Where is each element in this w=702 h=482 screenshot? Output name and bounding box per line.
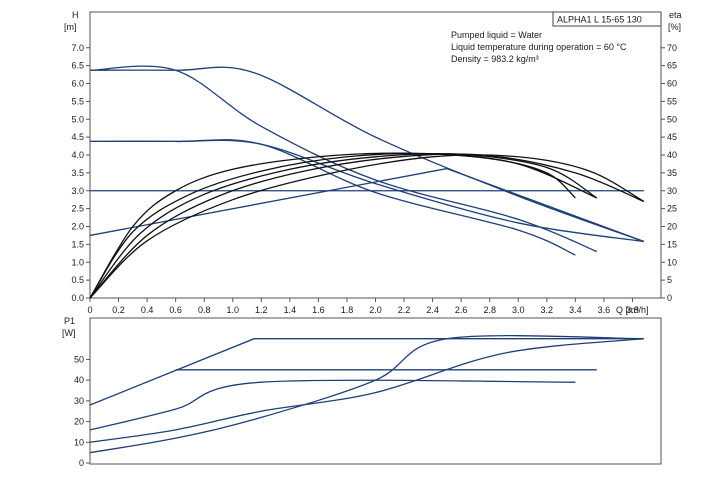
head-tick-label: 2.5 xyxy=(71,204,84,214)
x-axis-label: Q [m³/h] xyxy=(616,305,649,315)
head-curve-6 xyxy=(89,167,645,243)
power-curve-1 xyxy=(89,338,644,406)
efficiency-tick-label: 5 xyxy=(667,275,672,285)
head-axis-label-line: [m] xyxy=(64,22,77,32)
power-tick-label: 20 xyxy=(74,417,84,427)
x-tick-label: 0.6 xyxy=(169,305,182,315)
head-tick-label: 1.0 xyxy=(71,257,84,267)
x-tick-label: 1.8 xyxy=(341,305,354,315)
head-tick-label: 6.5 xyxy=(71,61,84,71)
efficiency-curve-4 xyxy=(89,153,645,299)
power-axis-label-line: [W] xyxy=(62,328,76,338)
power-tick-label: 10 xyxy=(74,437,84,447)
head-tick-label: 0.0 xyxy=(71,293,84,303)
efficiency-tick-label: 60 xyxy=(667,79,677,89)
x-tick-label: 2.4 xyxy=(426,305,439,315)
info-line: Liquid temperature during operation = 60… xyxy=(451,42,627,52)
efficiency-tick-label: 35 xyxy=(667,168,677,178)
head-curve-1 xyxy=(89,66,645,243)
efficiency-tick-label: 30 xyxy=(667,186,677,196)
head-tick-label: 7.0 xyxy=(71,43,84,53)
head-efficiency-plot: H [m] eta [%] Q [m³/h] 0 0.2 0.4 0.6 0.8 1.0 1… xyxy=(64,10,682,315)
head-tick-label: 5.0 xyxy=(71,114,84,124)
head-tick-label: 1.5 xyxy=(71,239,84,249)
efficiency-curve-2 xyxy=(89,152,598,299)
x-tick-label: 1.0 xyxy=(226,305,239,315)
efficiency-axis-label-line: eta xyxy=(669,10,682,20)
efficiency-tick-label: 65 xyxy=(667,61,677,71)
head-tick-label: 0.5 xyxy=(71,275,84,285)
efficiency-curve-5 xyxy=(89,154,645,299)
x-tick-label: 1.2 xyxy=(255,305,268,315)
power-tick-label: 30 xyxy=(74,396,84,406)
efficiency-tick-label: 10 xyxy=(667,257,677,267)
power-tick-label: 40 xyxy=(74,375,84,385)
x-tick-label: 3.2 xyxy=(541,305,554,315)
efficiency-tick-label: 0 xyxy=(667,293,672,303)
power-curve-2 xyxy=(89,379,576,431)
x-tick-label: 2.2 xyxy=(398,305,411,315)
x-tick-label: 2.0 xyxy=(369,305,382,315)
x-tick-label: 3.6 xyxy=(598,305,611,315)
efficiency-tick-label: 70 xyxy=(667,43,677,53)
head-tick-label: 6.0 xyxy=(71,79,84,89)
power-curve-3 xyxy=(89,338,644,443)
head-tick-label: 3.0 xyxy=(71,186,84,196)
head-axis-label-line: H xyxy=(72,10,79,20)
efficiency-tick-label: 25 xyxy=(667,204,677,214)
pump-label-box xyxy=(552,11,662,27)
x-tick-label: 1.6 xyxy=(312,305,325,315)
efficiency-tick-label: 15 xyxy=(667,239,677,249)
head-tick-label: 5.5 xyxy=(71,96,84,106)
efficiency-axis-label-line: [%] xyxy=(668,22,681,32)
efficiency-tick-label: 40 xyxy=(667,150,677,160)
info-panel: ALPHA1 L 15-65 130 Pumped liquid = Water… xyxy=(451,11,662,64)
efficiency-curve-3 xyxy=(89,152,598,299)
head-axis-label: H [m] xyxy=(64,10,79,32)
efficiency-tick-label: 55 xyxy=(667,96,677,106)
efficiency-axis-label: eta [%] xyxy=(668,10,682,32)
x-tick-label: 2.6 xyxy=(455,305,468,315)
power-axis-label-line: P1 xyxy=(64,316,75,326)
info-line: Density = 983.2 kg/m³ xyxy=(451,54,539,64)
x-tick-label: 0.2 xyxy=(112,305,125,315)
efficiency-tick-label: 50 xyxy=(667,114,677,124)
info-line: Pumped liquid = Water xyxy=(451,30,542,40)
head-tick-label: 4.0 xyxy=(71,150,84,160)
x-tick-label: 0.4 xyxy=(141,305,154,315)
x-tick-label: 1.4 xyxy=(284,305,297,315)
power-plot: P1 [W] 0 10 20 30 40 50 xyxy=(62,316,662,468)
power-curve-4 xyxy=(89,334,644,454)
power-axis-label: P1 [W] xyxy=(62,316,76,338)
x-tick-label: 3.4 xyxy=(569,305,582,315)
bottom-plot-frame xyxy=(89,317,662,465)
power-tick-label: 50 xyxy=(74,354,84,364)
x-tick-label: 0.8 xyxy=(198,305,211,315)
x-tick-label: 0 xyxy=(87,305,92,315)
head-tick-label: 2.0 xyxy=(71,222,84,232)
pump-label: ALPHA1 L 15-65 130 xyxy=(557,15,642,25)
power-tick-label: 0 xyxy=(79,458,84,468)
efficiency-tick-label: 20 xyxy=(667,222,677,232)
efficiency-tick-label: 45 xyxy=(667,132,677,142)
x-tick-label: 3.8 xyxy=(626,305,639,315)
head-tick-label: 3.5 xyxy=(71,168,84,178)
head-tick-label: 4.5 xyxy=(71,132,84,142)
x-tick-label: 3.0 xyxy=(512,305,525,315)
x-tick-label: 2.8 xyxy=(483,305,496,315)
